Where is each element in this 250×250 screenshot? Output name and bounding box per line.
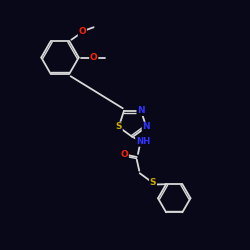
Text: O: O [90, 53, 98, 62]
Text: N: N [142, 122, 150, 132]
Text: O: O [120, 150, 128, 159]
Text: S: S [116, 122, 122, 132]
Text: N: N [137, 106, 145, 115]
Text: O: O [78, 27, 86, 36]
Text: NH: NH [136, 137, 150, 146]
Text: S: S [150, 178, 156, 187]
